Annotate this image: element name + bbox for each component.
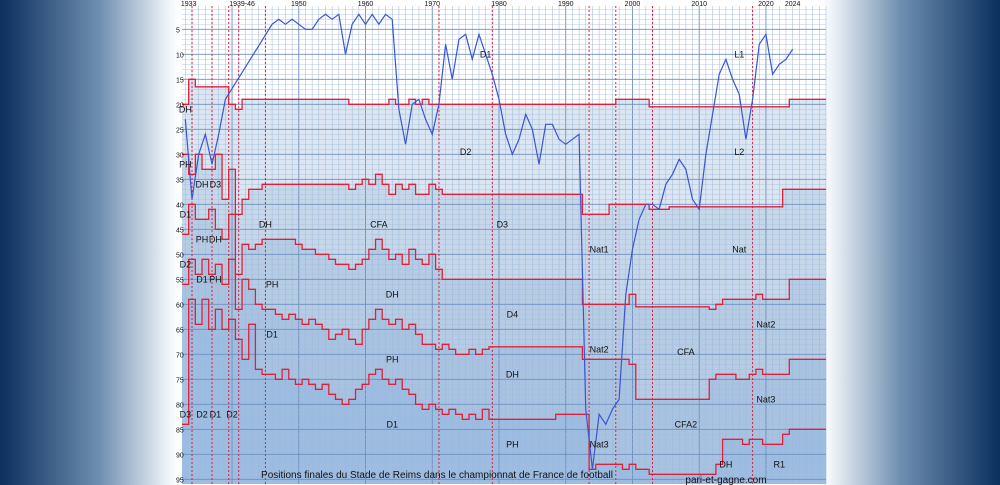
- division-label: PH: [386, 354, 399, 364]
- division-label: D2: [226, 409, 238, 419]
- x-tick-label: 1939-46: [229, 1, 255, 8]
- y-tick-label: 35: [176, 177, 184, 184]
- boundary-line: [182, 153, 826, 215]
- x-axis: 1933 1939-46 1950 1960 1970 1980 1990 2000 2010 2…: [181, 1, 801, 8]
- division-label: CFA: [370, 219, 388, 229]
- x-tick-label: 1960: [358, 1, 374, 8]
- x-tick-label: 1970: [424, 1, 440, 8]
- y-tick-label: 90: [176, 452, 184, 459]
- division-label: D3: [497, 219, 509, 229]
- division-label: D1: [266, 329, 278, 339]
- y-tick-label: 45: [176, 227, 184, 234]
- division-label: D1: [180, 209, 192, 219]
- y-tick-label: 65: [176, 327, 184, 334]
- division-boundaries: [182, 78, 826, 475]
- x-tick-label: 2020: [758, 1, 774, 8]
- division-label: L1: [734, 49, 744, 59]
- y-tick-label: 15: [176, 77, 184, 84]
- grid: [182, 6, 827, 484]
- division-label: Nat: [732, 244, 747, 254]
- y-tick-label: 60: [176, 302, 184, 309]
- division-label: Nat1: [590, 244, 609, 254]
- chart-title: Positions finales du Stade de Reims dans…: [261, 470, 613, 481]
- x-tick-label: 1980: [491, 1, 507, 8]
- y-tick-label: 30: [176, 152, 184, 159]
- y-tick-label: 75: [176, 377, 184, 384]
- division-label: PH: [266, 279, 279, 289]
- x-tick-label: 2000: [625, 1, 641, 8]
- x-tick-label: 2010: [691, 1, 707, 8]
- division-label: R1: [774, 459, 786, 469]
- division-label: DH: [179, 104, 192, 114]
- division-band: [182, 299, 826, 484]
- division-label: Nat3: [756, 394, 775, 404]
- background-bands: [182, 6, 826, 485]
- division-label: PH: [179, 159, 192, 169]
- division-label: D2: [180, 259, 192, 269]
- y-tick-label: 80: [176, 402, 184, 409]
- division-label: PH: [506, 439, 519, 449]
- y-tick-label: 85: [176, 427, 184, 434]
- y-tick-label: 25: [176, 127, 184, 134]
- boundary-line: [182, 298, 826, 475]
- position-series: [184, 13, 794, 470]
- division-label: D1: [196, 274, 208, 284]
- division-label: D2: [460, 147, 472, 157]
- division-label: D1: [210, 409, 222, 419]
- division-label: D2: [196, 409, 208, 419]
- division-label: Nat3: [590, 439, 609, 449]
- division-label: D1: [386, 419, 398, 429]
- division-label: DH: [196, 179, 209, 189]
- x-tick-label: 2024: [785, 1, 801, 8]
- y-tick-label: 40: [176, 202, 184, 209]
- division-label: CFA: [677, 347, 695, 357]
- boundary-line: [182, 78, 826, 110]
- y-tick-label: 50: [176, 252, 184, 259]
- y-tick-label: 10: [176, 52, 184, 59]
- y-tick-label: 20: [176, 102, 184, 109]
- division-label: L2: [734, 147, 744, 157]
- division-label: PH: [209, 274, 222, 284]
- boundary-line: [182, 258, 826, 400]
- division-label: D3: [180, 409, 192, 419]
- y-tick-label: 95: [176, 477, 184, 484]
- credit-text: pari-et-gagne.com: [685, 475, 766, 485]
- x-tick-label: 1990: [558, 1, 574, 8]
- division-label: DH: [386, 289, 399, 299]
- division-label: DH: [719, 459, 732, 469]
- series-line: [184, 13, 794, 470]
- x-tick-label: 1950: [291, 1, 307, 8]
- y-tick-label: 55: [176, 277, 184, 284]
- division-label: D4: [507, 309, 519, 319]
- division-label: D1: [480, 49, 492, 59]
- division-label: PH: [196, 234, 209, 244]
- division-label: DH: [209, 234, 222, 244]
- division-label: Nat2: [756, 319, 775, 329]
- division-label: DH: [506, 369, 519, 379]
- division-label: DH: [259, 219, 272, 229]
- y-axis: 5 10 15 20 25 30 35 40 45 50 55 60 65 70 75 80 85 90 95: [176, 27, 184, 484]
- division-label: CFA2: [675, 419, 698, 429]
- division-label: D3: [210, 179, 222, 189]
- x-tick-label: 1933: [181, 1, 197, 8]
- y-tick-label: 5: [176, 27, 180, 34]
- division-label: Nat2: [590, 344, 609, 354]
- boundary-line: [182, 203, 826, 310]
- y-tick-label: 70: [176, 352, 184, 359]
